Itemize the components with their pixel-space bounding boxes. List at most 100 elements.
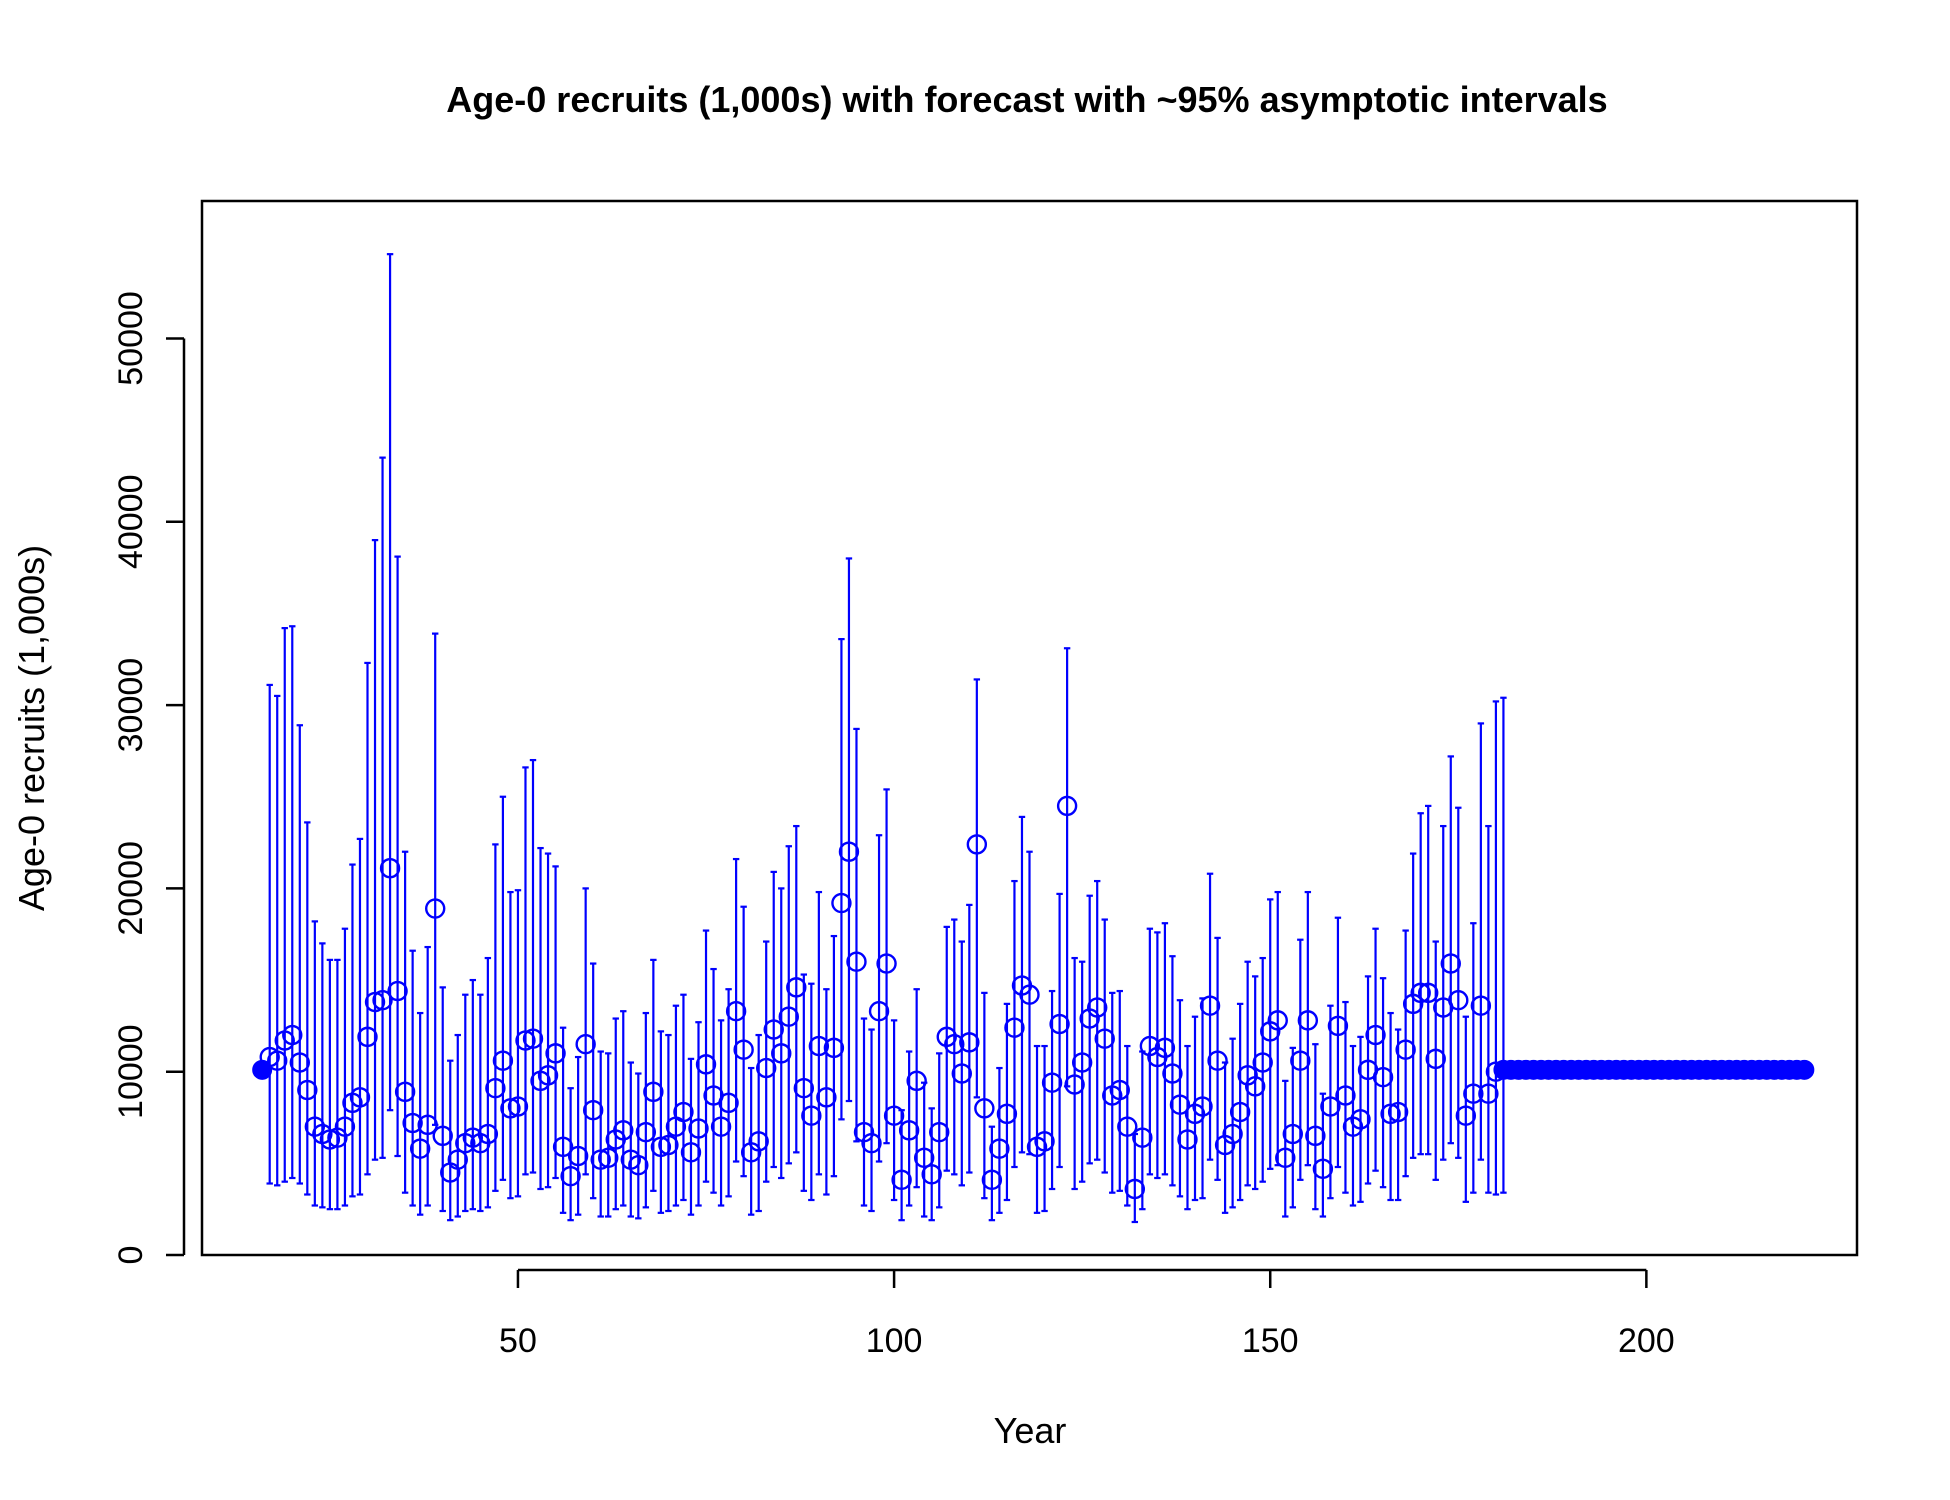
estimate-point [846,951,867,972]
y-tick-label: 50000 [112,291,150,386]
estimate-point [1214,1134,1236,1156]
y-axis: 0 10000 20000 30000 40000 50000 [112,291,186,1265]
estimate-point [387,980,408,1002]
estimate-point [1282,1123,1303,1145]
estimate-point [1448,990,1469,1011]
estimate-point [1004,1017,1025,1038]
estimate-point [379,858,401,879]
estimate-point [1124,1178,1146,1200]
estimate-point [304,1116,326,1137]
estimate-point [1365,1024,1386,1046]
estimate-point [906,1070,927,1092]
estimate-point [778,1006,799,1027]
estimate-point [582,1099,604,1121]
estimate-point [1305,1125,1326,1147]
estimate-point [733,1039,754,1060]
estimate-point [1117,1116,1138,1137]
estimate-point [951,1063,972,1084]
estimate-point [357,1026,378,1048]
estimate-point [1087,997,1108,1018]
estimate-point [710,1116,732,1137]
estimate-point [913,1147,935,1169]
estimate-point [1335,1085,1356,1106]
estimate-point [1260,1021,1281,1042]
estimate-point [643,1081,664,1103]
x-axis: 50 100 150 200 [499,1268,1675,1360]
estimate-point [1425,1048,1446,1070]
plot-frame [200,199,1859,1257]
y-tick-label: 10000 [112,1024,150,1119]
y-tick-label: 0 [112,1246,150,1265]
estimate-point [1418,982,1439,1004]
estimate-point [786,977,807,998]
estimate-point [1237,1065,1258,1086]
estimate-point [1387,1101,1409,1123]
error-bars [266,253,1507,1224]
estimate-point [748,1131,769,1152]
y-tick-label: 20000 [112,841,150,936]
estimate-point [1222,1123,1243,1145]
estimate-point [823,1037,845,1059]
estimate-point [522,1028,544,1049]
estimate-point [861,1132,882,1154]
estimate-point [598,1147,619,1169]
estimate-point [1410,982,1431,1004]
estimate-point [1034,1131,1055,1152]
estimate-point [297,1079,318,1101]
estimate-point [267,1050,288,1071]
forecast-point [1794,1059,1815,1080]
estimate-point [718,1092,739,1114]
estimate-point [507,1096,529,1117]
estimate-point [635,1121,657,1143]
estimate-point [1041,1072,1063,1093]
estimate-point [989,1138,1010,1159]
estimate-point [808,1035,830,1057]
y-tick-label: 40000 [112,475,150,570]
estimate-point [372,990,393,1011]
estimate-point [771,1043,792,1064]
estimate-point [613,1120,634,1141]
estimate-point [1380,1103,1401,1125]
estimate-point [1395,1039,1416,1060]
estimate-point [590,1149,611,1170]
estimate-point [394,1081,416,1103]
estimate-point [1064,1074,1085,1095]
estimate-point [966,834,988,855]
estimate-point [1049,1013,1070,1035]
estimate-point [1290,1050,1311,1071]
estimate-point [1470,995,1492,1016]
estimate-point [1350,1109,1371,1130]
estimate-point [349,1087,371,1108]
estimate-point [319,1129,341,1150]
estimate-point [673,1101,694,1123]
chart-title: Age-0 recruits (1,000s) with forecast wi… [446,79,1607,120]
estimate-point [929,1121,950,1143]
estimate-point [515,1030,536,1051]
estimate-point [688,1118,709,1139]
estimate-point [447,1149,468,1170]
estimate-point [289,1052,310,1073]
virgin-point [252,1059,273,1080]
estimate-point [1320,1096,1341,1117]
estimate-point [628,1154,649,1176]
estimate-point [1372,1066,1394,1088]
estimate-point [725,1001,747,1022]
estimate-point [1094,1028,1115,1049]
estimate-point [575,1033,596,1055]
estimate-point [868,1001,890,1022]
estimate-point [816,1087,837,1108]
estimate-point [883,1105,905,1126]
estimate-point [680,1142,702,1163]
estimate-point [567,1145,589,1167]
estimate-point [898,1120,920,1141]
estimate-point [1071,1052,1093,1073]
estimate-point [756,1057,777,1079]
estimate-point [477,1123,499,1145]
estimate-point [1079,1008,1100,1029]
estimate-point [936,1026,957,1048]
estimate-point [650,1136,672,1158]
estimate-point [1184,1103,1206,1125]
estimate-point [1440,953,1461,974]
estimate-point [1192,1096,1213,1117]
